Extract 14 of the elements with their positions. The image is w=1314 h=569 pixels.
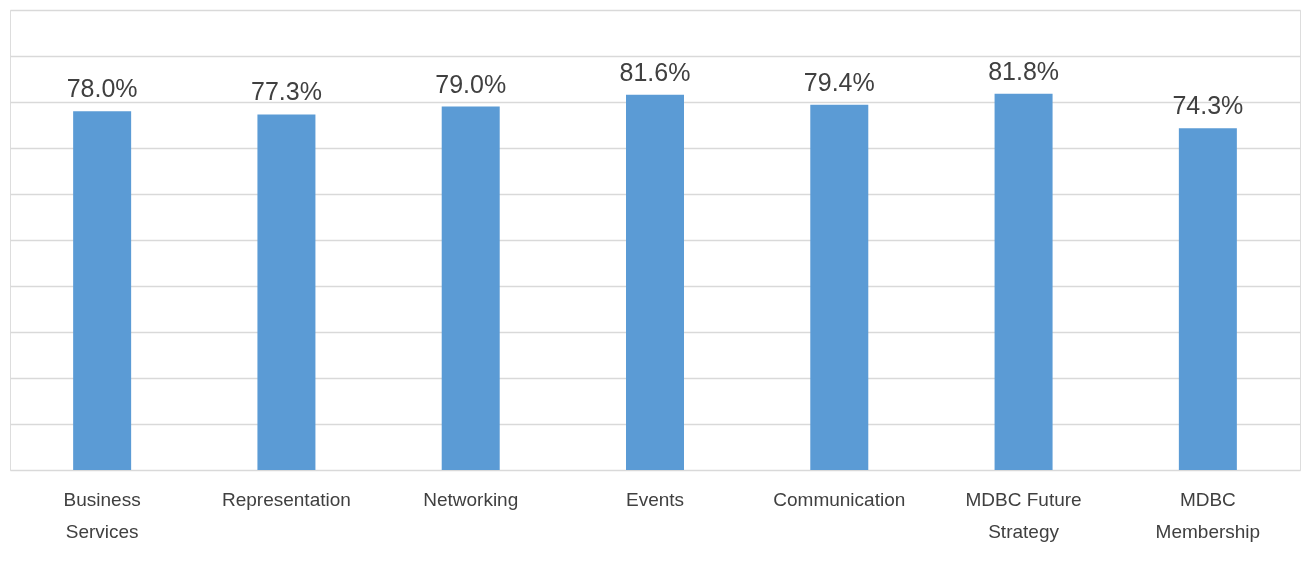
data-label: 81.6% — [619, 57, 691, 86]
x-tick-label: Networking — [423, 488, 519, 510]
data-label: 78.0% — [66, 74, 138, 103]
data-label: 74.3% — [1172, 91, 1244, 120]
x-tick-label: MDBC Membership — [1155, 488, 1261, 542]
data-label: 79.0% — [435, 69, 507, 98]
data-label: 79.4% — [803, 67, 875, 96]
data-label: 81.8% — [988, 56, 1060, 85]
x-tick-label: Communication — [773, 488, 906, 510]
x-tick-label: MDBC Future Strategy — [965, 488, 1082, 542]
x-tick-label: Events — [625, 488, 685, 510]
x-tick-label: Business Services — [63, 488, 141, 542]
x-tick-label: Representation — [221, 488, 351, 510]
data-label: 77.3% — [250, 77, 322, 106]
